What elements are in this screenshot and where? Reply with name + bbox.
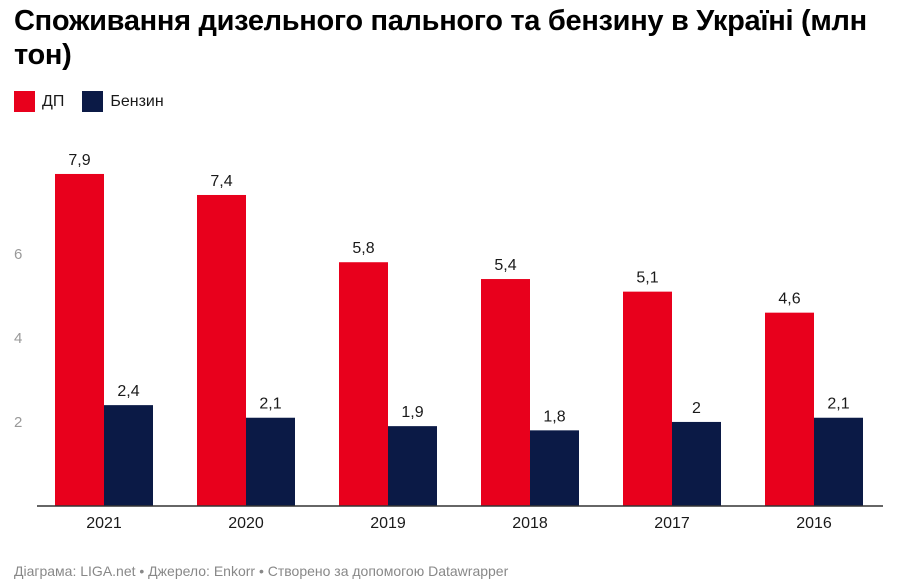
bar-diesel xyxy=(55,173,104,506)
bar-diesel xyxy=(765,312,814,506)
bar-petrol xyxy=(388,426,437,506)
bar-value-label-petrol: 1,8 xyxy=(543,408,565,425)
x-tick-label: 2016 xyxy=(796,515,832,532)
bar-diesel xyxy=(623,291,672,506)
bar-petrol xyxy=(672,421,721,506)
bar-diesel xyxy=(481,279,530,506)
chart-title: Споживання дизельного пального та бензин… xyxy=(14,5,867,71)
bar-value-label-diesel: 5,1 xyxy=(636,270,658,287)
bar-petrol xyxy=(104,405,153,506)
bar-diesel xyxy=(339,262,388,506)
legend-label-diesel: ДП xyxy=(42,92,65,110)
x-tick-label: 2017 xyxy=(654,515,690,532)
x-tick-label: 2018 xyxy=(512,515,548,532)
y-tick-label: 2 xyxy=(14,414,22,431)
legend-swatch-diesel xyxy=(14,91,35,112)
legend-item-petrol: Бензин xyxy=(82,91,164,112)
legend-label-petrol: Бензин xyxy=(110,92,164,110)
bar-value-label-diesel: 4,6 xyxy=(778,291,800,308)
bar-value-label-petrol: 2,1 xyxy=(827,396,849,413)
legend: ДП Бензин xyxy=(14,91,182,112)
bar-diesel xyxy=(197,194,246,506)
y-tick-label: 6 xyxy=(14,246,22,263)
bar-value-label-petrol: 2,1 xyxy=(259,396,281,413)
bar-value-label-diesel: 7,9 xyxy=(68,152,90,169)
bar-petrol xyxy=(246,417,295,506)
x-tick-label: 2019 xyxy=(370,515,406,532)
bar-value-label-diesel: 5,8 xyxy=(352,240,374,257)
x-tick-label: 2020 xyxy=(228,515,264,532)
legend-item-diesel: ДП xyxy=(14,91,64,112)
bar-petrol xyxy=(530,430,579,506)
bar-value-label-diesel: 7,4 xyxy=(210,173,232,190)
bar-petrol xyxy=(814,417,863,506)
x-tick-label: 2021 xyxy=(86,515,122,532)
legend-swatch-petrol xyxy=(82,91,104,112)
bar-value-label-petrol: 2 xyxy=(692,400,701,417)
footer-credits: Діаграма: LIGA.net • Джерело: Enkorr • С… xyxy=(14,563,509,579)
y-tick-label: 4 xyxy=(14,330,22,347)
bar-value-label-petrol: 1,9 xyxy=(401,404,423,421)
bar-value-label-diesel: 5,4 xyxy=(494,257,516,274)
bar-value-label-petrol: 2,4 xyxy=(117,383,139,400)
